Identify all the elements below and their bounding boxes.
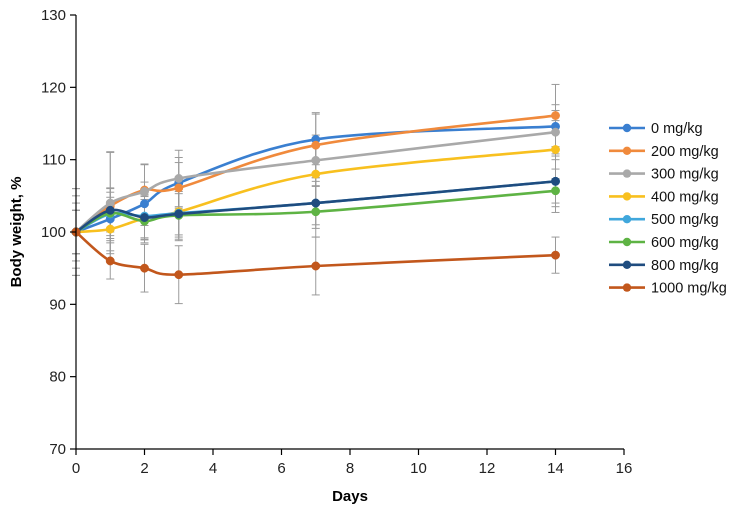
legend-entry: 400 mg/kg — [609, 189, 719, 205]
data-point — [551, 186, 560, 196]
x-axis-title: Days — [332, 488, 368, 505]
legend-entry: 600 mg/kg — [609, 235, 719, 251]
x-tick-label: 0 — [72, 460, 80, 477]
data-point — [174, 209, 184, 219]
legend-swatch-marker — [622, 192, 632, 201]
legend-swatch-marker — [622, 215, 632, 224]
legend-label: 200 mg/kg — [651, 144, 719, 160]
y-ticks: 70 80 90 100 110 120 130 — [41, 7, 76, 458]
legend-label: 400 mg/kg — [651, 189, 719, 205]
data-point — [551, 176, 560, 186]
legend-label: 1000 mg/kg — [651, 281, 727, 297]
legend-entry: 300 mg/kg — [609, 167, 719, 183]
x-tick-label: 8 — [346, 460, 354, 477]
y-tick-label: 120 — [41, 79, 66, 96]
legend-entry: 800 mg/kg — [609, 258, 719, 274]
legend-swatch-marker — [622, 237, 632, 247]
legend-entry: 500 mg/kg — [609, 212, 719, 228]
data-point — [140, 263, 149, 273]
data-point — [311, 261, 321, 271]
legend-swatch-marker — [622, 123, 632, 133]
axes — [75, 15, 624, 450]
legend: 0 mg/kg 200 mg/kg 300 mg/kg 400 mg/kg 500 mg… — [609, 121, 727, 297]
x-tick-label: 14 — [547, 460, 564, 477]
legend-swatch-marker — [622, 169, 632, 178]
data-point — [311, 140, 321, 150]
data-point — [140, 187, 149, 196]
legend-label: 600 mg/kg — [651, 235, 719, 251]
x-ticks: 0 2 4 6 8 10 12 14 16 — [72, 449, 633, 477]
data-point — [551, 111, 560, 120]
data-point — [140, 199, 149, 209]
data-point — [551, 145, 560, 154]
x-tick-label: 16 — [616, 460, 633, 477]
y-tick-label: 70 — [49, 441, 66, 458]
data-point — [551, 127, 560, 137]
data-point — [105, 224, 115, 234]
data-point — [105, 256, 115, 266]
data-point — [311, 155, 321, 165]
y-tick-label: 130 — [41, 7, 66, 24]
x-tick-label: 10 — [410, 460, 427, 477]
legend-label: 800 mg/kg — [651, 258, 719, 274]
y-tick-label: 90 — [49, 296, 66, 313]
legend-entry: 1000 mg/kg — [609, 281, 727, 297]
y-axis-title: Body weight, % — [8, 177, 25, 288]
legend-entry: 200 mg/kg — [609, 144, 719, 160]
legend-swatch-marker — [622, 260, 632, 269]
data-point — [174, 183, 184, 193]
legend-swatch-marker — [622, 283, 632, 292]
y-tick-label: 110 — [42, 152, 66, 169]
legend-entry: 0 mg/kg — [609, 121, 703, 137]
series-300-mg-kg — [71, 127, 560, 237]
data-point — [311, 207, 321, 217]
data-point — [105, 205, 115, 215]
legend-label: 300 mg/kg — [651, 167, 719, 183]
data-point — [551, 250, 560, 260]
legend-label: 0 mg/kg — [651, 121, 703, 137]
data-point — [311, 198, 321, 208]
x-tick-label: 6 — [277, 460, 285, 477]
data-point — [311, 169, 321, 179]
x-tick-label: 2 — [140, 460, 148, 477]
y-tick-label: 80 — [49, 369, 66, 386]
data-point — [140, 213, 149, 222]
data-point — [174, 270, 184, 280]
data-point — [174, 174, 184, 183]
x-tick-label: 12 — [479, 460, 496, 477]
legend-label: 500 mg/kg — [651, 212, 719, 228]
x-tick-label: 4 — [209, 460, 217, 477]
y-tick-label: 100 — [41, 224, 66, 241]
legend-swatch-marker — [622, 146, 632, 155]
